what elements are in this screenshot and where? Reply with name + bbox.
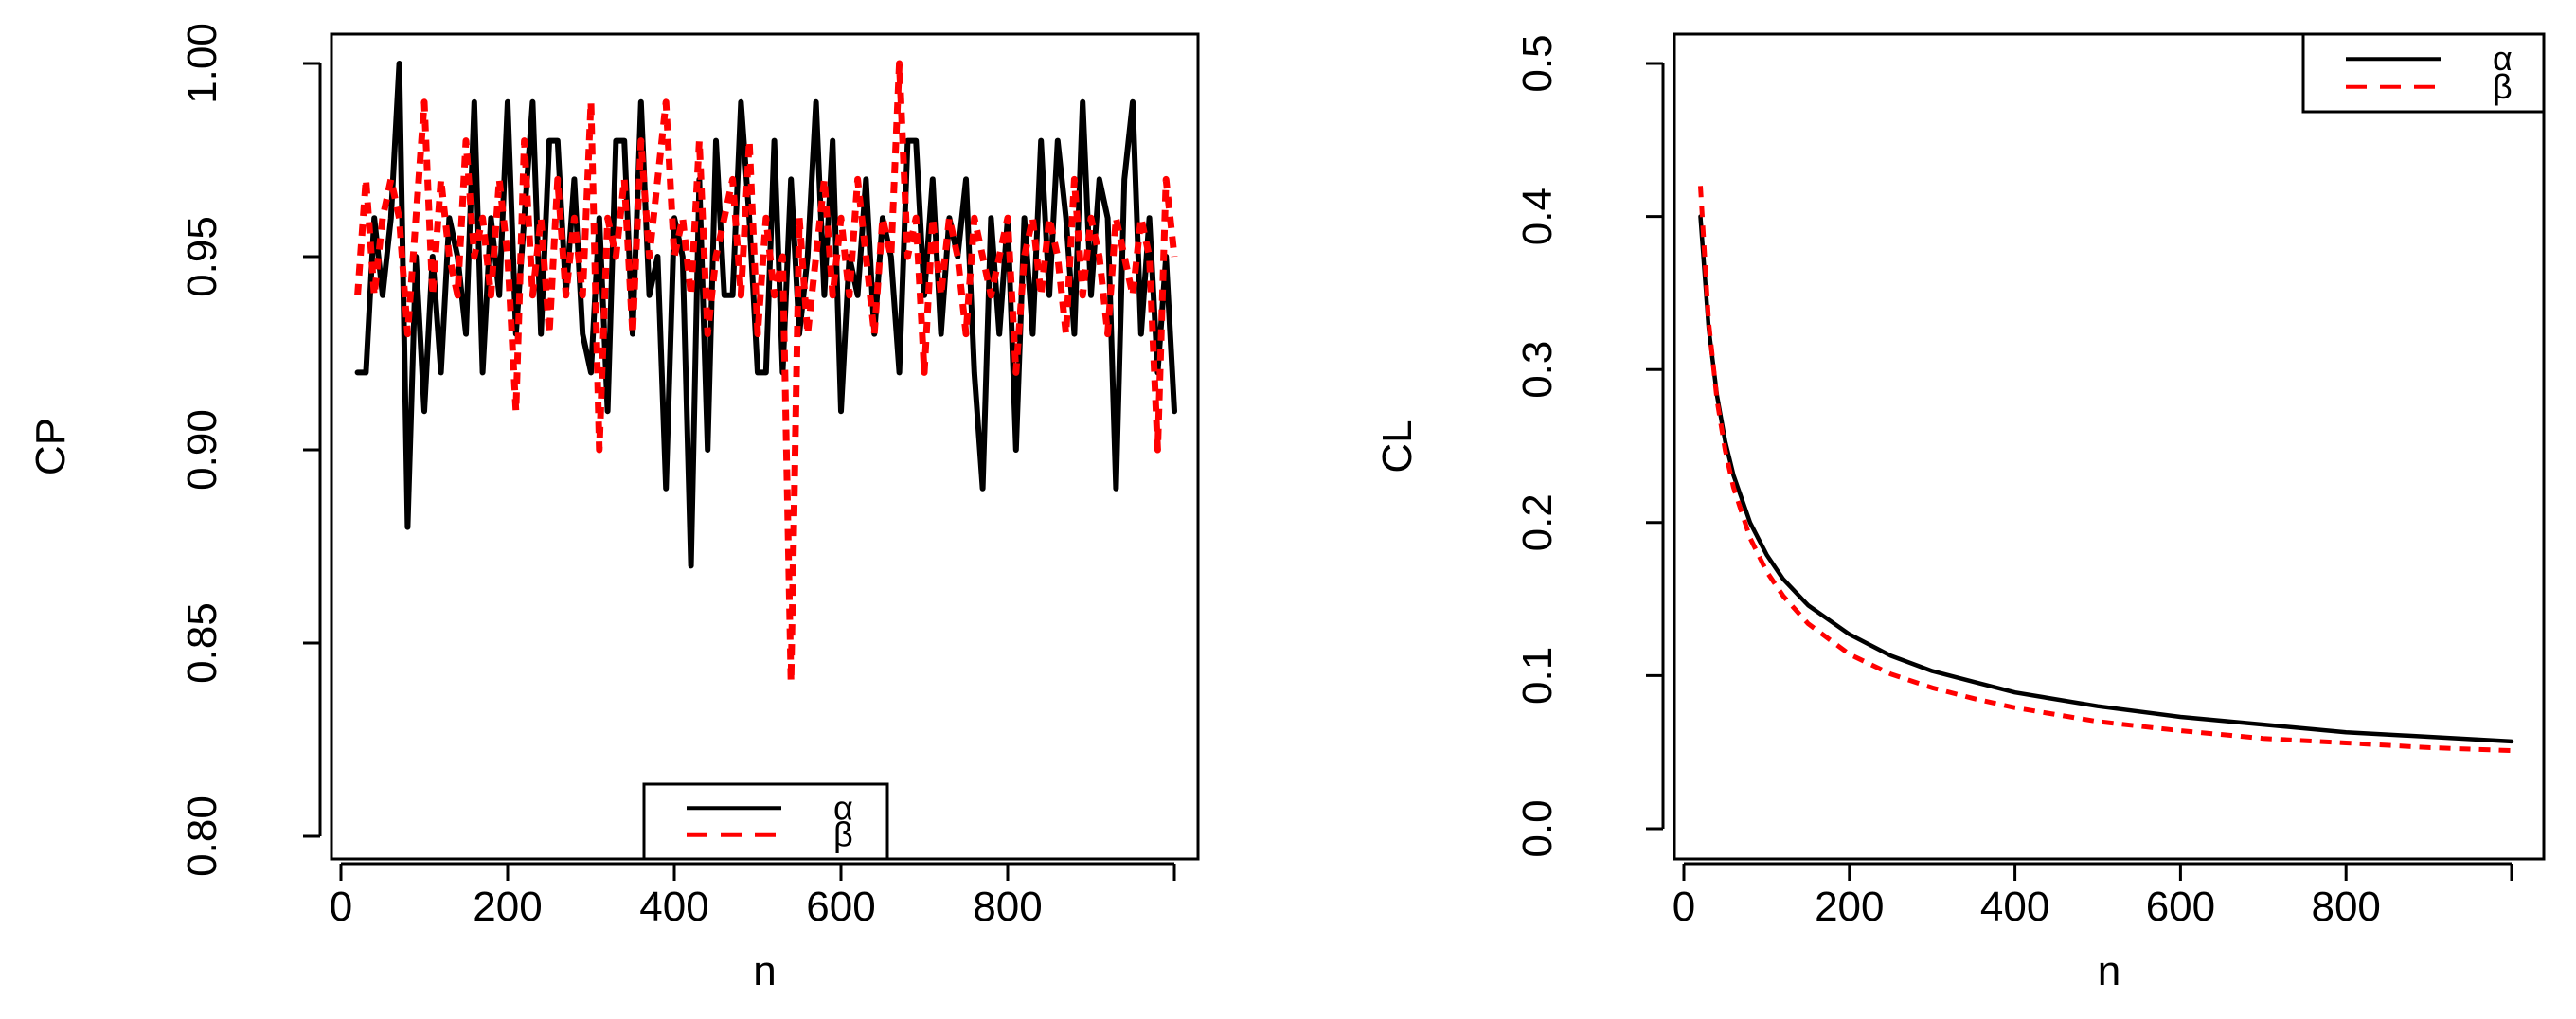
y-tick-label: 0.95 bbox=[179, 216, 225, 297]
legend-box bbox=[2301, 32, 2546, 114]
cp-panel: 0 200 400 600 800 0.80 0.85 0.90 0.95 1.00 n CP αβ bbox=[27, 23, 1200, 994]
y-tick-label: 0.85 bbox=[179, 602, 225, 684]
y-tick-label: 0.90 bbox=[179, 409, 225, 491]
x-axis-label: n bbox=[753, 948, 776, 994]
cl-panel: 0 200 400 600 800 0.0 0.1 0.2 0.3 0.4 0.5 n CL αβ bbox=[1374, 32, 2546, 994]
series-line-alpha bbox=[354, 61, 1177, 569]
y-tick-label: 0.2 bbox=[1514, 493, 1561, 551]
x-tick-label: 800 bbox=[2311, 884, 2380, 930]
x-tick-label: 600 bbox=[2146, 884, 2215, 930]
x-axis-label: n bbox=[2098, 948, 2120, 994]
series-line-alpha bbox=[1698, 214, 2514, 744]
plot-frame bbox=[330, 32, 1200, 861]
x-tick-label: 200 bbox=[473, 884, 542, 930]
x-tick-label: 400 bbox=[639, 884, 708, 930]
y-tick-label: 0.5 bbox=[1514, 34, 1561, 92]
legend-label: β bbox=[2493, 67, 2513, 106]
series-line-beta bbox=[354, 60, 1178, 686]
y-axis-label: CP bbox=[27, 418, 74, 475]
legend-label: α bbox=[833, 788, 853, 827]
x-tick-label: 400 bbox=[1980, 884, 2049, 930]
legend-label: α bbox=[2493, 39, 2513, 78]
y-tick-label: 0.1 bbox=[1514, 647, 1561, 705]
y-tick-label: 0.4 bbox=[1514, 188, 1561, 245]
y-tick-label: 0.3 bbox=[1514, 341, 1561, 399]
legend-label: β bbox=[833, 815, 853, 854]
series-line-beta bbox=[1698, 186, 2513, 754]
plot-frame bbox=[1673, 32, 2546, 861]
legend-box bbox=[642, 782, 889, 861]
x-tick-label: 200 bbox=[1815, 884, 1884, 930]
y-axis-label: CL bbox=[1374, 420, 1421, 473]
x-tick-label: 600 bbox=[806, 884, 875, 930]
y-tick-label: 0.0 bbox=[1514, 799, 1561, 857]
x-tick-label: 800 bbox=[973, 884, 1042, 930]
x-tick-label: 0 bbox=[330, 884, 352, 930]
y-tick-label: 1.00 bbox=[179, 23, 225, 104]
legend: αβ bbox=[2301, 32, 2546, 114]
y-tick-label: 0.80 bbox=[179, 796, 225, 877]
x-tick-label: 0 bbox=[1673, 884, 1695, 930]
legend: αβ bbox=[642, 782, 889, 861]
